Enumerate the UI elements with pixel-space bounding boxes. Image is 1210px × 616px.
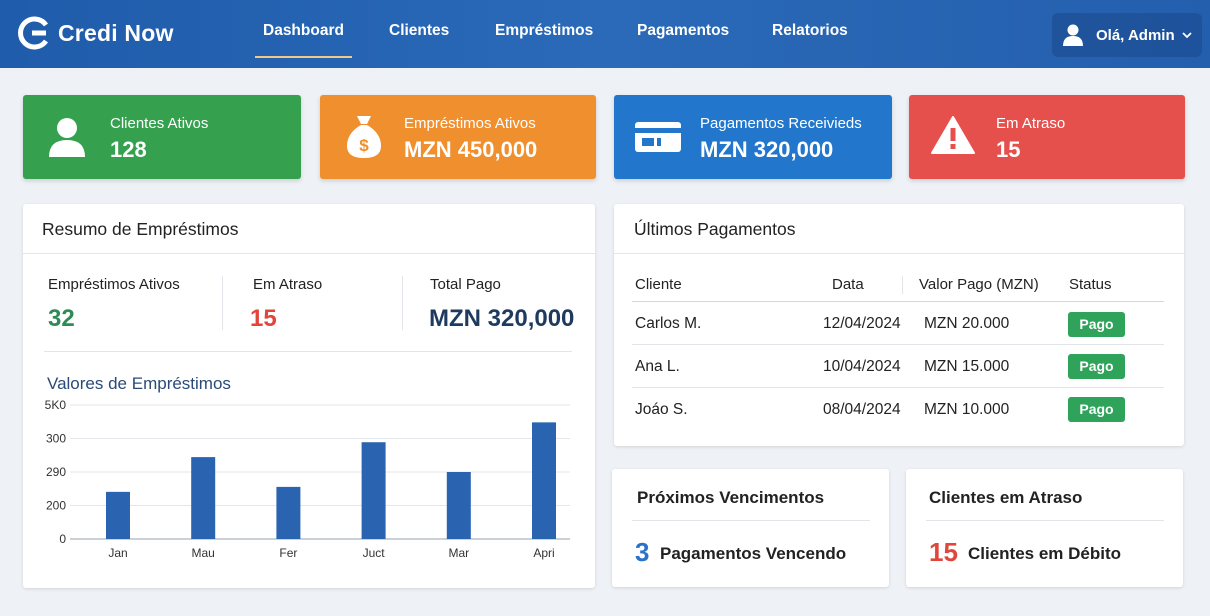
- divider: [614, 253, 1184, 254]
- nav-relatorios[interactable]: Relatorios: [772, 22, 848, 39]
- bar-apri: [532, 422, 556, 539]
- x-tick-label: Mar: [448, 546, 469, 560]
- cell-data: 12/04/2024: [823, 315, 901, 332]
- nav-clientes[interactable]: Clientes: [389, 22, 450, 39]
- y-tick-label: 5K0: [45, 398, 67, 412]
- metric-label: Empréstimos Ativos: [48, 276, 180, 293]
- upcoming-count: 3: [635, 537, 650, 567]
- column-header-cliente[interactable]: Cliente: [635, 276, 682, 293]
- user-menu[interactable]: Olá, Admin: [1052, 13, 1202, 57]
- metric-value: MZN 320,000: [429, 305, 575, 332]
- divider: [44, 351, 572, 352]
- cell-data: 10/04/2024: [823, 358, 901, 375]
- cell-cliente: Ana L.: [635, 358, 680, 375]
- panel-title: Clientes em Atraso: [929, 488, 1083, 507]
- divider: [632, 520, 870, 521]
- overdue-count: 15: [929, 537, 958, 567]
- warning-icon: [931, 116, 975, 154]
- divider: [632, 387, 1164, 388]
- user-avatar-icon: [1063, 24, 1083, 46]
- chart-title: Valores de Empréstimos: [47, 374, 231, 393]
- stat-value: 15: [996, 137, 1021, 162]
- column-header-data[interactable]: Data: [832, 276, 864, 293]
- x-tick-label: Fer: [279, 546, 297, 560]
- stat-card-pagamentos[interactable]: Pagamentos Receivieds MZN 320,000: [614, 95, 892, 179]
- stat-card-clientes-ativos[interactable]: Clientes Ativos 128: [23, 95, 301, 179]
- user-icon: [49, 118, 85, 157]
- metric-label: Total Pago: [430, 276, 501, 293]
- x-tick-label: Mau: [192, 546, 215, 560]
- cell-valor: MZN 15.000: [924, 358, 1010, 375]
- cell-cliente: Joáo S.: [635, 401, 688, 418]
- panel-title: Próximos Vencimentos: [637, 488, 825, 507]
- nav-pagamentos[interactable]: Pagamentos: [637, 22, 730, 39]
- panel-title: Últimos Pagamentos: [634, 219, 796, 239]
- upcoming-text: Pagamentos Vencendo: [660, 544, 847, 563]
- divider: [222, 276, 223, 330]
- stat-label: Em Atraso: [996, 115, 1066, 132]
- status-badge: Pago: [1068, 354, 1125, 379]
- cell-valor: MZN 10.000: [924, 401, 1010, 418]
- x-tick-label: Juct: [363, 546, 386, 560]
- y-tick-label: 300: [46, 432, 66, 446]
- metric-label: Em Atraso: [253, 276, 323, 293]
- stat-value: 128: [110, 137, 147, 162]
- status-badge: Pago: [1068, 312, 1125, 337]
- x-tick-label: Apri: [533, 546, 554, 560]
- y-tick-label: 200: [46, 499, 66, 513]
- cell-data: 08/04/2024: [823, 401, 901, 418]
- column-divider: [902, 276, 903, 294]
- bar-fer: [276, 486, 301, 539]
- bar-mar: [446, 472, 471, 539]
- upcoming-due-panel[interactable]: [612, 469, 889, 587]
- y-tick-label: 290: [46, 465, 66, 479]
- stat-value: MZN 450,000: [404, 137, 538, 162]
- divider: [23, 253, 595, 254]
- svg-text:$: $: [359, 136, 369, 155]
- brand[interactable]: Credi Now: [18, 16, 174, 50]
- column-header-valor[interactable]: Valor Pago (MZN): [919, 276, 1039, 293]
- app-name: Credi Now: [58, 19, 174, 46]
- stat-card-em-atraso[interactable]: Em Atraso 15: [909, 95, 1185, 179]
- cell-valor: MZN 20.000: [924, 315, 1010, 332]
- chevron-down-icon: [1181, 32, 1192, 39]
- stat-label: Empréstimos Ativos: [404, 115, 536, 132]
- metric-value: 15: [250, 305, 277, 332]
- stat-card-emprestimos-ativos[interactable]: $ Empréstimos Ativos MZN 450,000: [320, 95, 596, 179]
- chart-x-axis: Jan Mau Fer Juct Mar Apri: [108, 546, 554, 560]
- column-header-status[interactable]: Status: [1069, 276, 1112, 293]
- chart-y-axis: 0 200 290 300 5K0: [45, 398, 67, 546]
- nav-emprestimos[interactable]: Empréstimos: [495, 22, 594, 39]
- divider: [632, 301, 1164, 302]
- chart-bars: [106, 422, 556, 539]
- metric-value: 32: [48, 305, 75, 332]
- overdue-clients-panel[interactable]: [906, 469, 1183, 587]
- overdue-text: Clientes em Débito: [968, 544, 1122, 563]
- x-tick-label: Jan: [108, 546, 127, 560]
- divider: [402, 276, 403, 330]
- status-badge: Pago: [1068, 397, 1125, 422]
- y-tick-label: 0: [59, 532, 66, 546]
- cell-cliente: Carlos M.: [635, 315, 702, 332]
- money-bag-icon: $: [347, 116, 381, 158]
- bar-jan: [106, 491, 130, 539]
- stat-label: Pagamentos Receivieds: [700, 115, 862, 132]
- logo-icon: [18, 16, 49, 50]
- stat-label: Clientes Ativos: [110, 115, 209, 132]
- chart-grid: [70, 404, 570, 540]
- nav-dashboard[interactable]: Dashboard: [255, 22, 352, 58]
- top-navbar: Credi Now Dashboard Clientes Empréstimos…: [0, 0, 1210, 68]
- stat-value: MZN 320,000: [700, 137, 834, 162]
- credit-card-icon: [635, 122, 681, 152]
- user-greeting: Olá, Admin: [1096, 26, 1175, 44]
- bar-mau: [191, 457, 216, 539]
- divider: [632, 344, 1164, 345]
- panel-title: Resumo de Empréstimos: [42, 219, 239, 239]
- loan-values-chart: 0 200 290 300 5K0 Jan Mau Fer Juct Mar Apri: [45, 398, 570, 560]
- bar-juct: [361, 442, 386, 539]
- divider: [926, 520, 1164, 521]
